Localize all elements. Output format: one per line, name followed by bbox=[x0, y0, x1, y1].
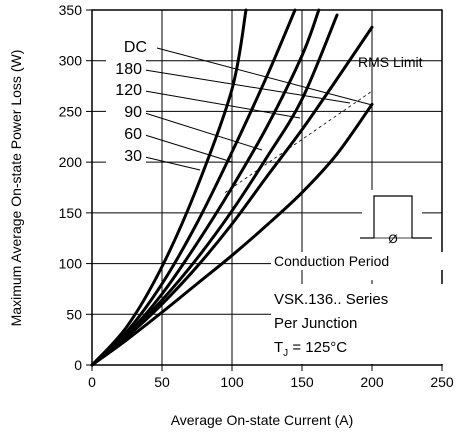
label-bg bbox=[106, 103, 146, 120]
plot-frame bbox=[91, 9, 443, 366]
series-line-2: Per Junction bbox=[274, 315, 357, 332]
leader-120 bbox=[144, 90, 301, 119]
y-tick-label: 50 bbox=[66, 306, 82, 322]
conduction-label-bg bbox=[271, 252, 443, 270]
label-bg bbox=[111, 38, 151, 55]
label-bg bbox=[106, 81, 146, 98]
y-tick-label: 200 bbox=[59, 154, 83, 170]
y-tick-label: 350 bbox=[59, 2, 83, 18]
leader-180 bbox=[144, 69, 351, 104]
grid bbox=[92, 10, 442, 365]
series-label-30: 30 bbox=[124, 148, 142, 165]
y-tick-label: 250 bbox=[59, 103, 83, 119]
leader-dc bbox=[156, 47, 373, 106]
x-tick-label: 50 bbox=[154, 374, 170, 390]
tick-labels: 0 50 100 150 200 250 0 50 100 150 200 250 300 350 bbox=[59, 2, 454, 390]
x-tick-label: 0 bbox=[88, 374, 96, 390]
series-label-dc: DC bbox=[124, 39, 147, 56]
x-tick-label: 250 bbox=[430, 374, 454, 390]
conduction-period-label: Conduction Period bbox=[274, 253, 389, 269]
x-tick-label: 200 bbox=[360, 374, 384, 390]
series-label-120: 120 bbox=[115, 82, 142, 99]
x-tick-label: 150 bbox=[290, 374, 314, 390]
y-tick-label: 100 bbox=[59, 256, 83, 272]
waveform-pulse bbox=[373, 195, 413, 238]
y-tick-label: 150 bbox=[59, 205, 83, 221]
curve-dc bbox=[90, 102, 374, 367]
y-tick-label: 0 bbox=[74, 357, 82, 373]
x-tick-label: 100 bbox=[220, 374, 244, 390]
curves bbox=[90, 8, 374, 367]
label-bg bbox=[106, 147, 146, 164]
y-tick-label: 300 bbox=[59, 53, 83, 69]
leader-60 bbox=[144, 134, 233, 163]
label-bg bbox=[106, 60, 146, 77]
curve-180 bbox=[90, 25, 374, 367]
series-label-60: 60 bbox=[124, 126, 142, 143]
temperature-label: TJ = 125°C bbox=[274, 339, 347, 359]
leader-90 bbox=[144, 112, 263, 151]
series-label-90: 90 bbox=[124, 104, 142, 121]
curve-60 bbox=[90, 8, 297, 367]
y-axis-label: Maximum Average On-state Power Loss (W) bbox=[8, 50, 24, 327]
rms-limit-label: RMS Limit bbox=[358, 54, 423, 70]
leader-30 bbox=[144, 156, 201, 171]
series-labels: DC 180 120 90 60 30 bbox=[106, 38, 373, 171]
x-axis-label: Average On-state Current (A) bbox=[171, 412, 354, 428]
info-box-bg bbox=[271, 284, 443, 364]
series-label-180: 180 bbox=[115, 61, 142, 78]
label-bg bbox=[106, 125, 146, 142]
phi-label: Ø bbox=[388, 232, 397, 246]
series-line-1: VSK.136.. Series bbox=[274, 291, 388, 308]
